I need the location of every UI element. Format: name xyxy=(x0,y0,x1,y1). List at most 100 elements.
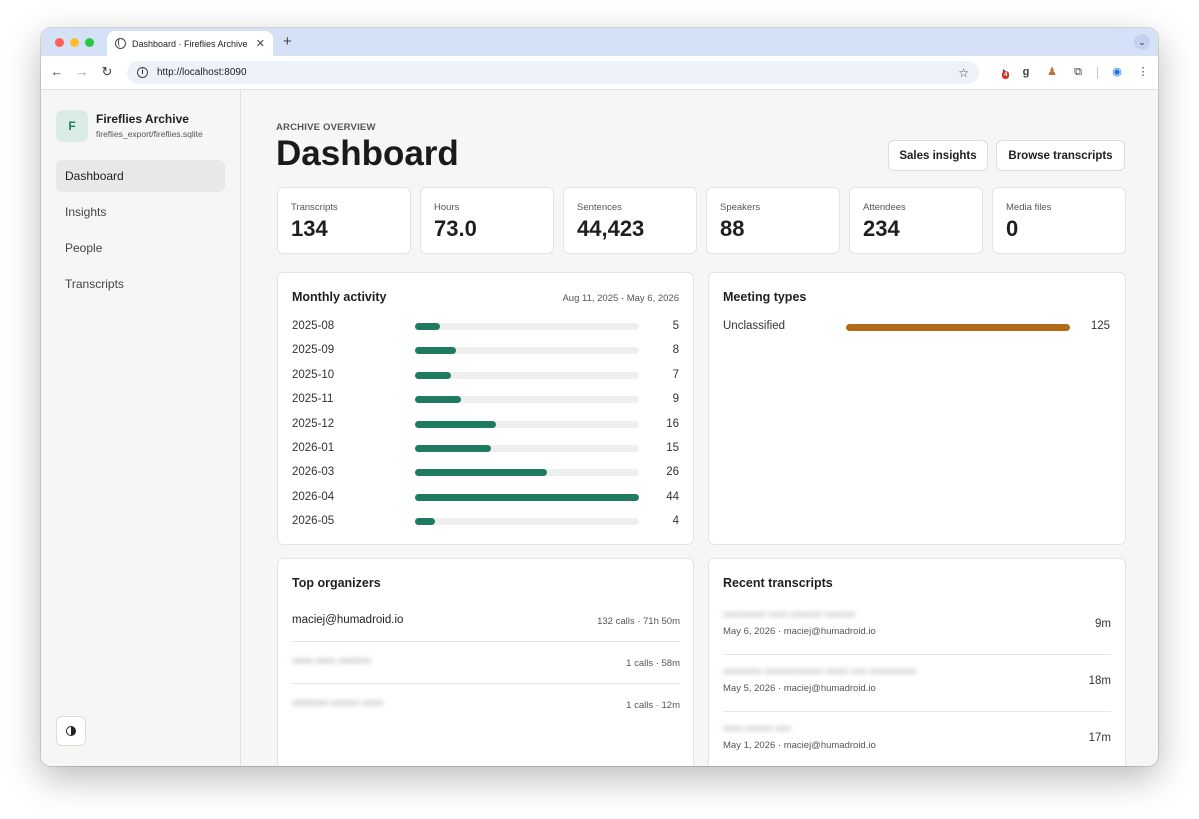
month-label: 2026-01 xyxy=(292,442,335,454)
bar-track xyxy=(415,371,639,379)
stat-card-speakers: Speakers 88 xyxy=(706,187,840,254)
forward-arrow-icon[interactable]: → xyxy=(75,64,89,79)
month-label: 2026-04 xyxy=(292,490,335,503)
new-tab-button[interactable]: + xyxy=(283,33,292,50)
activity-bar xyxy=(415,493,639,501)
site-info-icon[interactable]: i xyxy=(137,67,148,78)
brand-name: Fireflies Archive xyxy=(96,112,189,126)
stat-label: Media files xyxy=(1006,202,1052,213)
sales-insights-button[interactable]: Sales insights xyxy=(888,140,988,171)
bar-track xyxy=(415,396,639,404)
sidebar-item-transcripts[interactable]: Transcripts xyxy=(65,277,124,291)
organizer-stats: 132 calls · 71h 50m xyxy=(597,616,680,627)
card-title: Monthly activity xyxy=(292,290,387,304)
month-label: 2026-03 xyxy=(292,466,335,479)
menu-kebab-icon[interactable]: ⋮ xyxy=(1137,66,1149,78)
card-title: Recent transcripts xyxy=(723,576,833,590)
page-title: Dashboard xyxy=(276,134,459,173)
transcript-row[interactable]: ••••••••••• ••••• •••••••• •••••••• May … xyxy=(723,599,1111,655)
month-count: 16 xyxy=(666,417,679,430)
browse-transcripts-button[interactable]: Browse transcripts xyxy=(996,140,1125,171)
address-bar[interactable]: i http://localhost:8090 ☆ xyxy=(127,61,979,84)
stat-label: Attendees xyxy=(863,202,906,213)
bar-track xyxy=(415,518,639,526)
extensions-puzzle-icon[interactable]: ⧉ xyxy=(1074,66,1082,78)
monthly-activity-row: 2025-11 9 xyxy=(292,392,680,408)
meeting-type-bar-track xyxy=(846,324,1070,331)
reload-icon[interactable]: ↻ xyxy=(101,64,113,79)
monthly-activity-row: 2026-05 4 xyxy=(292,514,680,530)
monthly-activity-row: 2026-03 26 xyxy=(292,465,680,481)
meeting-type-bar xyxy=(846,324,1070,331)
stat-value: 234 xyxy=(863,216,900,241)
activity-bar xyxy=(415,323,440,330)
activity-bar xyxy=(415,445,491,452)
bar-track xyxy=(415,493,639,501)
bar-track xyxy=(415,323,639,330)
tab-search-chevron-icon[interactable]: ⌄ xyxy=(1134,34,1150,50)
back-arrow-icon[interactable]: ← xyxy=(50,64,64,79)
card-title: Top organizers xyxy=(292,576,381,590)
account-avatar-icon[interactable]: ◉ xyxy=(1112,66,1122,78)
month-label: 2025-09 xyxy=(292,344,335,357)
stats-row: Transcripts 134 Hours 73.0 Sentences 44,… xyxy=(277,187,1126,254)
bookmark-star-icon[interactable]: ☆ xyxy=(958,65,969,80)
activity-bar xyxy=(415,469,547,477)
stat-label: Sentences xyxy=(577,202,622,213)
month-count: 5 xyxy=(672,320,679,332)
minimize-window-button[interactable] xyxy=(70,38,79,47)
stat-card-attendees: Attendees 234 xyxy=(849,187,983,254)
organizer-name-redacted: ••••• ••••• •••••••• xyxy=(292,656,371,668)
month-count: 44 xyxy=(666,490,679,503)
activity-bar xyxy=(415,518,435,526)
grammarly-extension-icon[interactable]: g xyxy=(1022,66,1030,78)
browser-tab-dashboard[interactable]: Dashboard · Fireflies Archive ✕ xyxy=(107,31,273,56)
organizer-name-redacted: ••••••••• ••••••• ••••• xyxy=(292,698,383,710)
card-title: Meeting types xyxy=(723,290,807,304)
month-count: 26 xyxy=(666,466,679,479)
activity-bar xyxy=(415,396,461,404)
sidebar-item-people[interactable]: People xyxy=(65,241,103,255)
organizer-row[interactable]: ••••••••• ••••••• ••••• 1 calls · 12m xyxy=(292,684,680,726)
stat-value: 44,423 xyxy=(577,216,645,241)
month-count: 9 xyxy=(672,393,679,406)
transcript-row[interactable]: •••••••••• ••••••••••••••• •••••• •••• •… xyxy=(723,656,1111,712)
monthly-activity-card: Monthly activity Aug 11, 2025 - May 6, 2… xyxy=(277,272,694,545)
bar-track xyxy=(415,347,639,355)
maximize-window-button[interactable] xyxy=(85,38,94,47)
sidebar-item-dashboard[interactable]: Dashboard xyxy=(56,160,225,192)
brand-db-path: fireflies_export/fireflies.sqlite xyxy=(96,129,203,139)
month-label: 2025-12 xyxy=(292,417,335,430)
transcript-row[interactable]: ••••• ••••••• •••• May 1, 2026 · maciej@… xyxy=(723,713,1111,766)
url-text[interactable]: http://localhost:8090 xyxy=(157,67,247,78)
close-window-button[interactable] xyxy=(55,38,64,47)
transcript-title-redacted: ••••••••••• ••••• •••••••• •••••••• xyxy=(723,609,856,621)
tab-strip: Dashboard · Fireflies Archive ✕ + ⌄ xyxy=(41,28,1158,56)
tab-close-icon[interactable]: ✕ xyxy=(255,38,265,50)
meeting-type-row: Unclassified 125 xyxy=(723,320,1111,336)
month-label: 2025-08 xyxy=(292,320,335,332)
profile-extension-icon[interactable]: ♟ xyxy=(1047,66,1057,78)
theme-toggle-button[interactable] xyxy=(56,716,86,746)
recent-transcripts-card: Recent transcripts ••••••••••• ••••• •••… xyxy=(708,558,1126,766)
monthly-activity-row: 2026-01 15 xyxy=(292,441,680,457)
extension-icon[interactable]: ◔4 xyxy=(996,65,1010,79)
meeting-types-card: Meeting types Unclassified 125 xyxy=(708,272,1126,545)
activity-bar xyxy=(415,420,496,428)
stat-value: 0 xyxy=(1006,216,1019,241)
transcript-duration: 9m xyxy=(1095,618,1111,630)
organizer-row[interactable]: ••••• ••••• •••••••• 1 calls · 58m xyxy=(292,642,680,684)
organizer-stats: 1 calls · 12m xyxy=(626,700,680,711)
month-label: 2025-11 xyxy=(292,393,334,406)
organizer-row[interactable]: maciej@humadroid.io 132 calls · 71h 50m xyxy=(292,600,680,642)
extension-badge: 4 xyxy=(1002,71,1010,79)
stat-value: 134 xyxy=(291,216,328,241)
browser-toolbar: ← → ↻ i http://localhost:8090 ☆ ◔4 g ♟ ⧉… xyxy=(41,56,1158,90)
meeting-type-label: Unclassified xyxy=(723,320,785,332)
month-label: 2026-05 xyxy=(292,515,335,528)
sidebar-item-insights[interactable]: Insights xyxy=(65,205,107,219)
sidebar: F Fireflies Archive fireflies_export/fir… xyxy=(41,90,241,766)
transcript-duration: 17m xyxy=(1088,732,1111,744)
month-count: 7 xyxy=(672,368,679,381)
tab-title: Dashboard · Fireflies Archive xyxy=(132,38,248,49)
